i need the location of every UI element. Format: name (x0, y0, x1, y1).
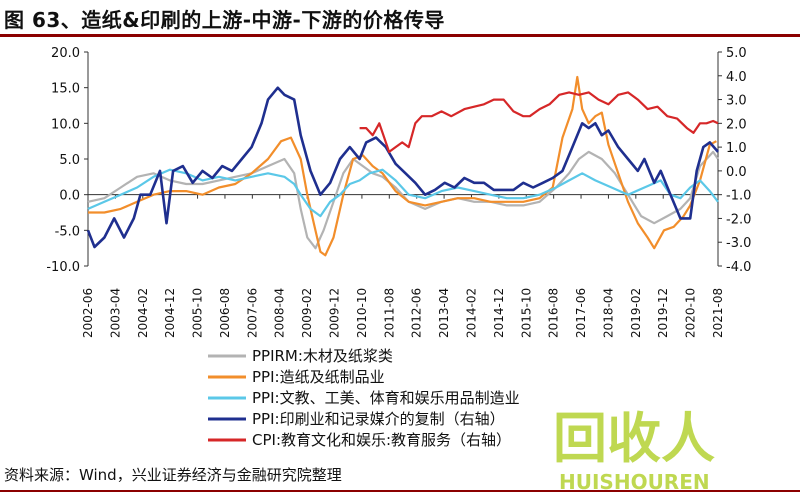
y-right-tick-label: 0.0 (726, 165, 747, 180)
x-tick-label: 2015-10 (519, 288, 533, 338)
y-left-tick-label: 0.0 (59, 189, 80, 204)
x-tick-label: 2009-12 (328, 288, 342, 338)
y-right-tick-label: 3.0 (726, 94, 747, 109)
y-left-tick-label: -5.0 (55, 224, 80, 239)
x-tick-label: 2007-06 (245, 288, 259, 338)
x-tick-label: 2019-12 (656, 288, 670, 338)
y-left-tick-label: 10.0 (51, 117, 80, 132)
x-tick-label: 2002-06 (81, 288, 95, 338)
x-tick-label: 2006-08 (218, 288, 232, 338)
title-divider (0, 34, 800, 37)
legend: PPIRM:木材及纸浆类 PPI:造纸及纸制品业 PPI:文教、工美、体育和娱乐用品… (208, 347, 520, 449)
x-tick-label: 2004-12 (163, 288, 177, 338)
y-right-tick-label: 4.0 (726, 70, 747, 85)
watermark-logo: 回收人 HUISHOUREN (553, 407, 715, 494)
chart: 20.0 15.0 10.0 5.0 0.0 -5.0 -10.0 5.0 4.0 3.0 2.0… (46, 46, 751, 449)
x-tick-label: 2014-12 (492, 288, 506, 338)
x-tick-label: 2014-02 (464, 288, 478, 338)
x-tick-label: 2017-06 (574, 288, 588, 338)
y-left-tick-label: 15.0 (51, 82, 80, 97)
y-right-tick-label: -1.0 (726, 189, 751, 204)
y-right-tick-label: 2.0 (726, 117, 747, 132)
series-lines (86, 75, 719, 257)
x-tick-label: 2018-04 (601, 288, 615, 338)
footer-divider (0, 490, 800, 492)
legend-label-4: PPI:印刷业和记录媒介的复制（右轴） (252, 410, 505, 428)
y-left-tick-label: 5.0 (59, 153, 80, 168)
x-tick-label: 2019-02 (629, 288, 643, 338)
x-tick-label: 2003-04 (108, 288, 122, 338)
x-axis: 2002-06 2003-04 2004-02 2004-12 2005-10 2006-… (81, 194, 725, 338)
legend-label-2: PPI:造纸及纸制品业 (252, 368, 385, 386)
figure-title: 图 63、造纸&印刷的上游-中游-下游的价格传导 (4, 8, 445, 32)
x-tick-label: 2009-02 (300, 288, 314, 338)
x-tick-label: 2020-10 (684, 288, 698, 338)
x-tick-label: 2016-08 (547, 288, 561, 338)
y-axis-right: 5.0 4.0 3.0 2.0 1.0 0.0 -1.0 -2.0 -3.0 -4.0 (718, 46, 751, 275)
x-tick-label: 2012-06 (410, 288, 424, 338)
y-right-tick-label: -2.0 (726, 212, 751, 227)
y-right-tick-label: 5.0 (726, 46, 747, 61)
source-note: 资料来源：Wind，兴业证券经济与金融研究院整理 (4, 466, 342, 484)
x-tick-label: 2013-04 (437, 288, 451, 338)
legend-label-3: PPI:文教、工美、体育和娱乐用品制造业 (252, 389, 520, 407)
watermark-sub: HUISHOUREN (559, 470, 710, 494)
legend-label-1: PPIRM:木材及纸浆类 (252, 347, 393, 365)
series-line-5 (359, 91, 719, 153)
series-line-4 (86, 86, 719, 249)
y-right-tick-label: -3.0 (726, 236, 751, 251)
x-tick-label: 2004-02 (136, 288, 150, 338)
series-line-2 (88, 75, 717, 257)
x-tick-label: 2021-08 (711, 288, 725, 338)
y-left-tick-label: 20.0 (51, 46, 80, 61)
y-left-tick-label: -10.0 (46, 260, 80, 275)
plot-frame (87, 52, 719, 266)
y-axis-left: 20.0 15.0 10.0 5.0 0.0 -5.0 -10.0 (46, 46, 88, 275)
watermark-text: 回收人 (553, 407, 715, 470)
series-line-3 (87, 168, 719, 218)
y-right-tick-label: 1.0 (726, 141, 747, 156)
legend-label-5: CPI:教育文化和娱乐:教育服务（右轴） (252, 431, 511, 449)
x-tick-label: 2011-08 (382, 288, 396, 338)
x-tick-label: 2010-10 (355, 288, 369, 338)
y-right-tick-label: -4.0 (726, 260, 751, 275)
x-tick-label: 2005-10 (191, 288, 205, 338)
x-tick-label: 2008-04 (273, 288, 287, 338)
